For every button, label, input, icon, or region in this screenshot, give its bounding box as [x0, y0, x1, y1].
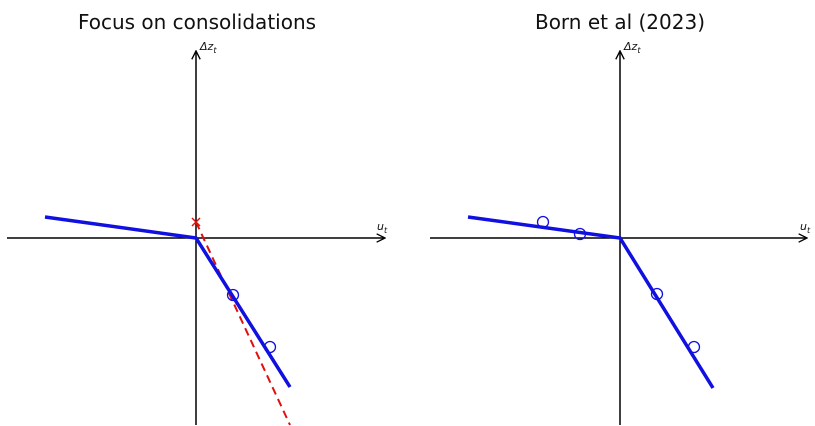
x-axis-label: ut: [800, 220, 811, 235]
point: [536, 215, 550, 229]
point: [226, 288, 240, 302]
point: [263, 340, 277, 354]
point: [573, 227, 587, 241]
panel-title: Born et al (2023): [535, 10, 705, 34]
y-axis-label: Δzt: [623, 40, 641, 55]
fit-line: [44, 215, 292, 388]
x-axis-label: ut: [377, 220, 388, 235]
panel-right: Born et al (2023) Δzt ut: [430, 10, 811, 425]
point: [687, 340, 701, 354]
panel-left: Focus on consolidations Δzt ut: [7, 10, 388, 426]
fit-line: [467, 215, 715, 389]
point: [650, 287, 664, 301]
y-axis-label: Δzt: [199, 40, 217, 55]
cross-marker: [191, 217, 201, 227]
panel-title: Focus on consolidations: [78, 10, 316, 34]
dashed-line: [195, 221, 291, 426]
